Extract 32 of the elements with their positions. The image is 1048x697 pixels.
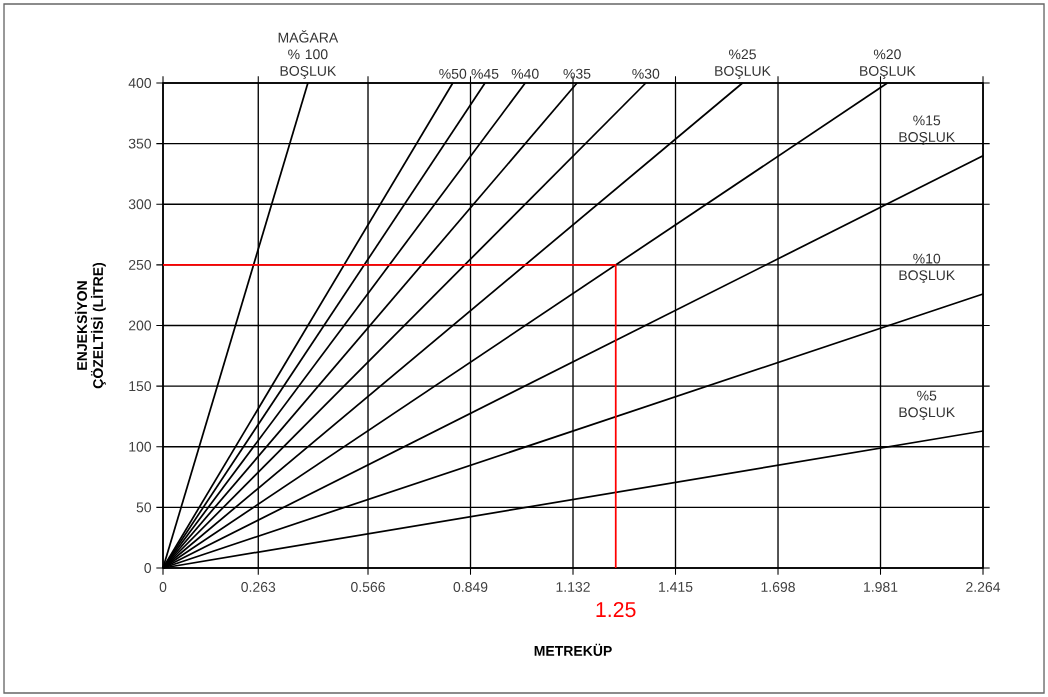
y-tick-label: 350	[128, 138, 152, 149]
y-tick-label: 400	[128, 78, 152, 88]
x-tick-label: 1.698	[761, 582, 795, 592]
series-label: %45	[471, 68, 499, 79]
y-tick-label: 250	[128, 259, 152, 270]
series-label: %15 BOŞLUK	[899, 115, 955, 145]
x-tick-label: 0.849	[453, 582, 488, 592]
y-tick-label: 0	[144, 563, 152, 573]
text: 1.25	[596, 602, 636, 618]
x-tick-label: 0.566	[351, 582, 385, 592]
y-tick-label: 100	[129, 441, 152, 452]
legend-label: %10 BOŞLUK	[899, 253, 955, 284]
y-tick-label: 50	[136, 502, 152, 513]
series-label: %25 BOŞLUK	[715, 49, 771, 79]
x-tick-label: 0.263	[241, 582, 276, 592]
y-tick-label: 200	[128, 320, 152, 331]
x-tick-label: 1.981	[864, 582, 898, 592]
x-axis-title: METREKÜP	[534, 643, 612, 656]
series-label: %20 BOŞLUK	[860, 49, 916, 79]
series-label: %35	[563, 68, 591, 79]
series-label: %40	[511, 68, 539, 79]
y-tick-label: 150	[129, 381, 152, 392]
y-tick-label: 300	[128, 199, 152, 210]
x-tick-label: 2.264	[966, 582, 1001, 592]
legend-label: %50	[439, 68, 467, 79]
x-tick-label: 1.415	[659, 582, 693, 592]
series-label: %5 BOŞLUK	[899, 390, 955, 421]
x-tick-label: 0	[159, 582, 167, 592]
y-axis-title: ENJEKSİYON ÇÖZELTİSİ (LİTRE)	[74, 262, 106, 389]
x-tick-label: 1.132	[556, 582, 590, 592]
text: MAĞARA % 100 BOŞLUK	[278, 30, 339, 79]
legend-label: %30	[632, 68, 660, 79]
